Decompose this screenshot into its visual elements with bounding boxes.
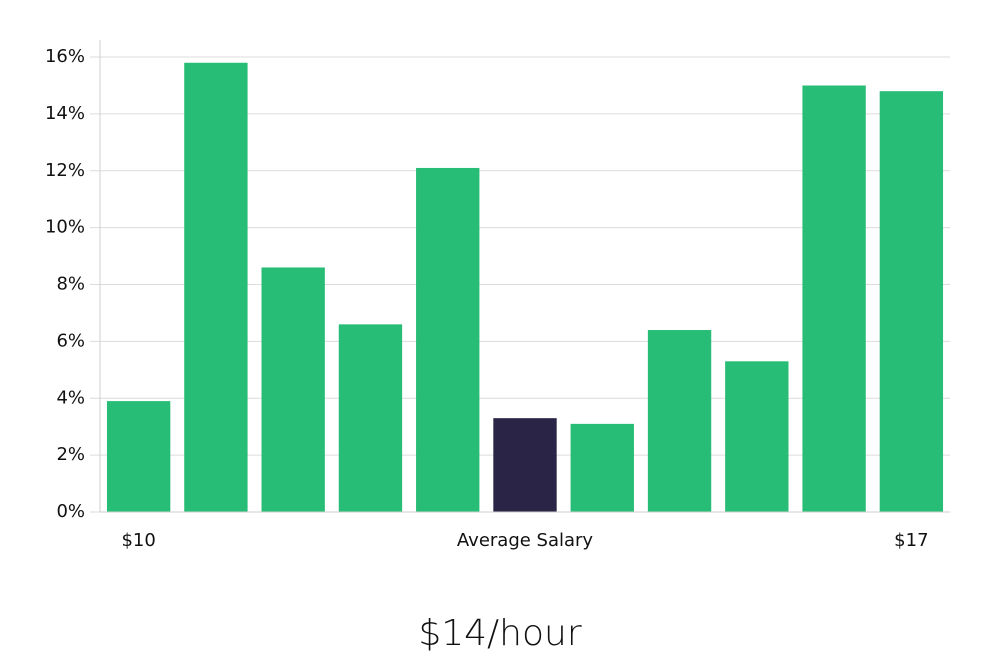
bar	[493, 418, 557, 512]
bar	[725, 361, 789, 512]
bar	[802, 85, 866, 513]
x-tick-label: $10	[121, 530, 155, 551]
y-tick-label: 4%	[56, 387, 85, 408]
y-tick-label: 0%	[56, 501, 85, 522]
y-tick-label: 10%	[45, 217, 85, 238]
annotation: $14/hour	[418, 613, 582, 654]
y-tick-label: 6%	[56, 330, 85, 351]
y-tick-label: 16%	[45, 46, 85, 67]
bar	[184, 62, 248, 513]
x-tick-label: $17	[894, 530, 928, 551]
bar	[570, 423, 634, 512]
bar	[338, 324, 403, 512]
y-tick-label: 14%	[45, 103, 85, 124]
y-tick-label: 8%	[56, 274, 85, 295]
bar	[647, 330, 712, 512]
x-tick-label: Average Salary	[457, 530, 594, 551]
bar	[879, 91, 944, 512]
bar	[416, 167, 480, 512]
bar	[106, 401, 171, 512]
y-tick-label: 2%	[56, 444, 85, 465]
y-tick-label: 12%	[45, 160, 85, 181]
bar	[261, 267, 325, 512]
